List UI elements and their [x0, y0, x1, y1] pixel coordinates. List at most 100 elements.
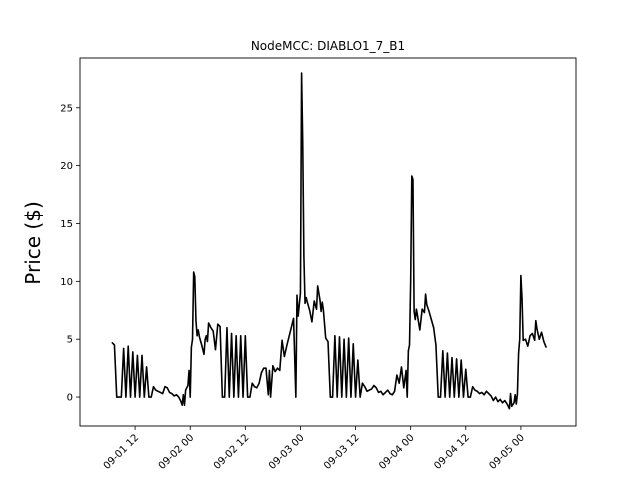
data-point — [522, 339, 524, 341]
data-point — [292, 317, 295, 319]
chart-title: NodeMCC: DIABLO1_7_B1 — [251, 39, 405, 53]
data-point — [212, 330, 214, 332]
data-point — [303, 255, 305, 257]
data-point — [297, 315, 299, 317]
data-point — [157, 390, 159, 392]
data-point — [444, 396, 446, 398]
data-point — [511, 405, 513, 407]
data-point — [242, 396, 244, 398]
data-point — [481, 391, 483, 394]
data-point — [283, 355, 285, 358]
data-point — [299, 292, 302, 294]
data-point — [203, 353, 205, 355]
data-point — [520, 274, 522, 277]
data-point — [439, 396, 442, 398]
data-point — [442, 350, 444, 352]
data-point — [382, 394, 384, 396]
data-point — [148, 396, 150, 398]
data-point — [281, 339, 283, 341]
data-point — [113, 344, 116, 346]
data-point — [286, 345, 288, 347]
data-point — [506, 403, 508, 405]
data-point — [279, 369, 281, 372]
data-point — [235, 335, 237, 337]
data-point — [322, 309, 325, 311]
data-point — [538, 338, 540, 340]
data-point — [320, 310, 322, 313]
data-point — [403, 387, 405, 389]
data-point — [543, 340, 545, 343]
data-point — [132, 351, 134, 353]
data-point — [424, 293, 427, 295]
data-point — [521, 298, 523, 300]
data-point — [155, 389, 157, 391]
data-point — [421, 308, 423, 310]
data-point — [488, 393, 490, 395]
data-point — [462, 396, 465, 398]
data-point — [410, 280, 412, 282]
data-point — [476, 390, 478, 392]
data-point — [516, 393, 519, 395]
data-point — [350, 396, 352, 398]
data-point — [371, 388, 373, 390]
data-point — [263, 367, 265, 369]
data-point — [315, 308, 318, 310]
data-point — [268, 369, 271, 372]
data-point — [123, 347, 125, 350]
data-point — [198, 336, 201, 338]
data-point — [451, 357, 453, 359]
data-point — [509, 393, 512, 395]
data-point — [214, 349, 217, 351]
data-point — [437, 396, 439, 398]
data-point — [318, 292, 320, 294]
data-point — [190, 346, 192, 348]
data-point — [143, 396, 145, 398]
data-point — [116, 396, 118, 398]
data-point — [196, 335, 198, 337]
data-point — [380, 390, 382, 392]
data-point — [545, 346, 547, 348]
data-point — [206, 340, 209, 343]
data-point — [175, 394, 178, 396]
data-point — [224, 396, 226, 398]
data-point — [485, 390, 488, 392]
y-tick-label: 0 — [67, 393, 73, 404]
data-point — [472, 386, 474, 388]
data-point — [366, 390, 368, 392]
data-point — [304, 302, 306, 304]
data-point — [134, 396, 136, 398]
data-point — [171, 393, 173, 395]
y-tick-label: 5 — [67, 335, 73, 346]
data-point — [188, 369, 190, 372]
data-point — [373, 384, 375, 387]
data-point — [396, 374, 398, 376]
data-point — [253, 386, 256, 388]
data-point — [495, 396, 497, 398]
data-point — [141, 354, 143, 357]
data-point — [411, 175, 413, 177]
data-point — [499, 398, 501, 400]
data-point — [515, 403, 517, 405]
data-point — [492, 399, 494, 402]
data-point — [219, 325, 221, 328]
data-point — [428, 310, 430, 313]
data-point — [497, 401, 499, 403]
data-point — [331, 396, 334, 398]
data-point — [233, 396, 235, 398]
data-point — [207, 322, 210, 324]
data-point — [352, 343, 354, 345]
data-point — [336, 396, 338, 398]
data-point — [173, 395, 175, 397]
data-point — [540, 331, 543, 333]
data-point — [465, 368, 467, 370]
data-point — [319, 299, 321, 301]
data-point — [305, 296, 307, 299]
data-point — [313, 300, 315, 302]
data-point — [180, 401, 182, 403]
data-point — [145, 366, 148, 368]
data-point — [435, 344, 437, 346]
data-point — [194, 276, 196, 278]
data-point — [519, 338, 521, 340]
